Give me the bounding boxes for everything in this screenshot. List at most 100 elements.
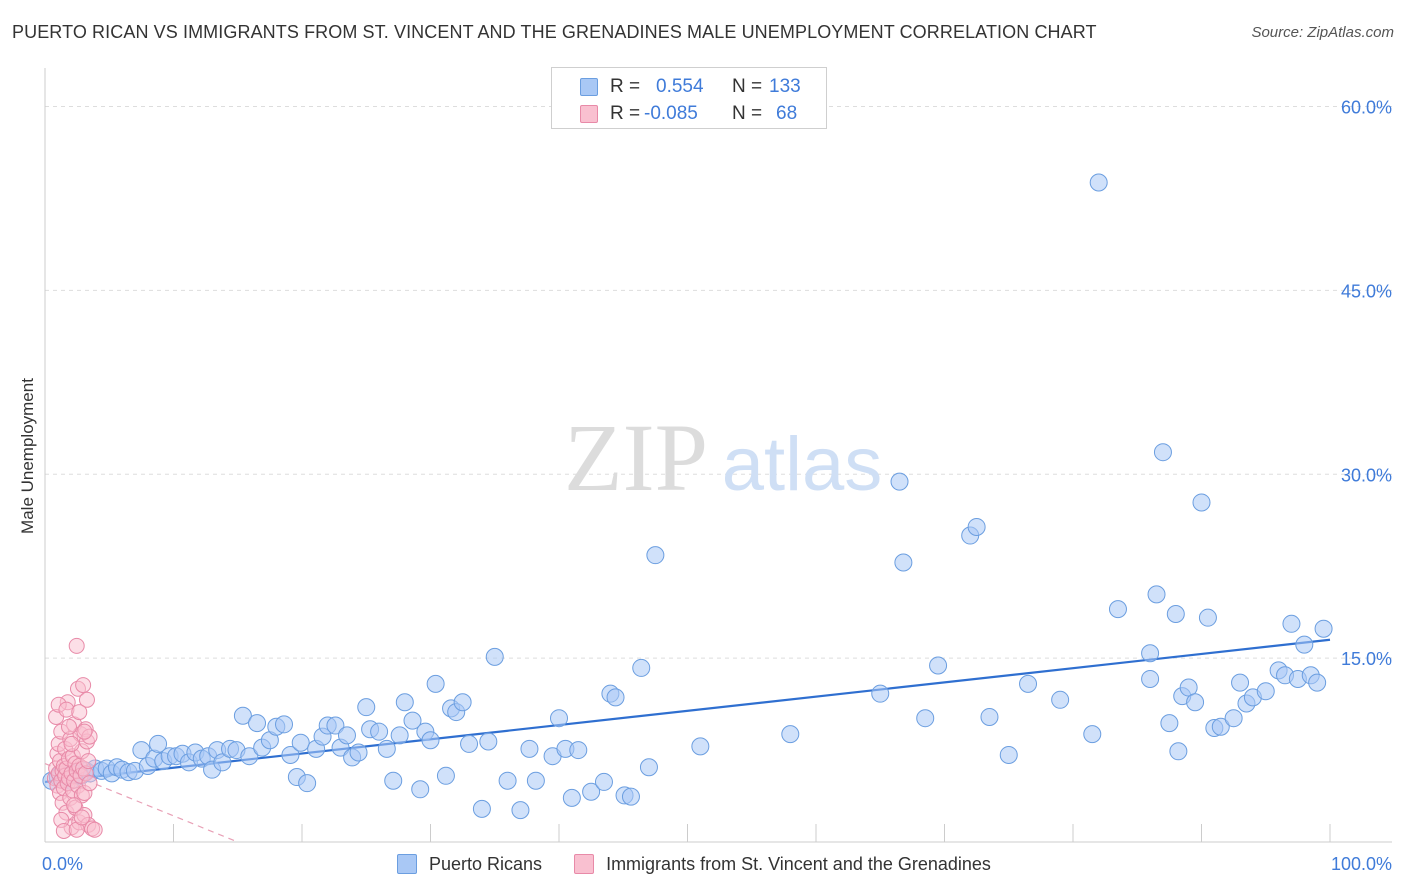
point-puerto-ricans bbox=[929, 656, 948, 675]
point-puerto-ricans bbox=[1147, 585, 1166, 604]
point-puerto-ricans bbox=[1141, 644, 1160, 663]
point-puerto-ricans bbox=[520, 739, 539, 758]
legend-r-value: -0.085 bbox=[644, 103, 698, 124]
point-puerto-ricans bbox=[1160, 714, 1179, 733]
point-puerto-ricans bbox=[349, 743, 368, 762]
legend-swatch-blue bbox=[580, 78, 598, 96]
point-puerto-ricans bbox=[395, 693, 414, 712]
point-immigrants bbox=[68, 637, 85, 654]
legend-label-puerto-ricans: Puerto Ricans bbox=[429, 853, 543, 874]
point-puerto-ricans bbox=[1153, 443, 1172, 462]
point-puerto-ricans bbox=[1089, 173, 1108, 192]
point-puerto-ricans bbox=[248, 714, 267, 733]
legend-r-value: 0.554 bbox=[656, 76, 704, 97]
point-puerto-ricans bbox=[1141, 669, 1160, 688]
point-puerto-ricans bbox=[281, 745, 300, 764]
point-puerto-ricans bbox=[326, 716, 345, 735]
point-puerto-ricans bbox=[890, 472, 909, 491]
legend-r-label: R = bbox=[610, 76, 641, 97]
legend-n-label: N = bbox=[732, 103, 763, 124]
point-puerto-ricans bbox=[370, 722, 389, 741]
point-puerto-ricans bbox=[498, 771, 517, 790]
point-puerto-ricans bbox=[1169, 742, 1188, 761]
point-puerto-ricans bbox=[1019, 674, 1038, 693]
point-puerto-ricans bbox=[436, 766, 455, 785]
point-puerto-ricans bbox=[511, 801, 530, 820]
point-puerto-ricans bbox=[967, 517, 986, 536]
point-puerto-ricans bbox=[411, 780, 430, 799]
point-puerto-ricans bbox=[1314, 619, 1333, 638]
point-puerto-ricans bbox=[291, 733, 310, 752]
point-puerto-ricans bbox=[639, 758, 658, 777]
point-puerto-ricans bbox=[1224, 709, 1243, 728]
legend-item-immigrants: Immigrants from St. Vincent and the Gren… bbox=[574, 854, 991, 875]
watermark: ZIP atlas bbox=[564, 404, 882, 511]
point-puerto-ricans bbox=[213, 753, 232, 772]
point-puerto-ricans bbox=[453, 693, 472, 712]
point-puerto-ricans bbox=[999, 745, 1018, 764]
point-puerto-ricans bbox=[421, 731, 440, 750]
source-label: Source: ZipAtlas.com bbox=[1251, 24, 1394, 41]
legend-swatch-pink bbox=[580, 105, 598, 123]
point-puerto-ricans bbox=[426, 674, 445, 693]
point-puerto-ricans bbox=[562, 788, 581, 807]
legend-n-value: 133 bbox=[769, 76, 801, 97]
point-puerto-ricans bbox=[1108, 600, 1127, 619]
legend-r-label: R = bbox=[610, 103, 641, 124]
point-puerto-ricans bbox=[1231, 673, 1250, 692]
point-puerto-ricans bbox=[980, 707, 999, 726]
point-puerto-ricans bbox=[582, 782, 601, 801]
point-immigrants bbox=[63, 735, 80, 752]
point-puerto-ricans bbox=[298, 774, 317, 793]
y-tick-label: 60.0% bbox=[1341, 98, 1392, 118]
legend-label-immigrants: Immigrants from St. Vincent and the Gren… bbox=[606, 853, 991, 874]
point-puerto-ricans bbox=[632, 658, 651, 677]
x-tick-label-min: 0.0% bbox=[42, 854, 83, 874]
point-puerto-ricans bbox=[781, 725, 800, 744]
point-puerto-ricans bbox=[240, 747, 259, 766]
grid-lines bbox=[45, 106, 1392, 659]
point-immigrants bbox=[78, 691, 95, 708]
point-immigrants bbox=[60, 718, 77, 735]
point-puerto-ricans bbox=[1256, 682, 1275, 701]
point-puerto-ricans bbox=[357, 698, 376, 717]
point-puerto-ricans bbox=[377, 739, 396, 758]
chart-title: PUERTO RICAN VS IMMIGRANTS FROM ST. VINC… bbox=[12, 22, 1097, 42]
point-puerto-ricans bbox=[1166, 605, 1185, 623]
point-puerto-ricans bbox=[1192, 493, 1211, 512]
point-immigrants bbox=[75, 677, 92, 694]
correlation-legend: R = 0.554 N = 133 R = -0.085 N = 68 bbox=[551, 67, 827, 129]
data-points bbox=[42, 173, 1333, 839]
point-immigrants bbox=[71, 704, 88, 721]
trend-lines bbox=[44, 638, 1331, 843]
point-puerto-ricans bbox=[594, 772, 613, 791]
legend-n-value: 68 bbox=[776, 103, 798, 124]
point-puerto-ricans bbox=[646, 546, 665, 565]
point-puerto-ricans bbox=[606, 688, 625, 707]
y-tick-label: 15.0% bbox=[1341, 649, 1392, 669]
y-tick-label: 30.0% bbox=[1341, 465, 1392, 485]
point-puerto-ricans bbox=[1308, 673, 1327, 692]
point-puerto-ricans bbox=[132, 741, 151, 760]
point-puerto-ricans bbox=[569, 741, 588, 760]
legend-n-label: N = bbox=[732, 76, 763, 97]
axes bbox=[44, 68, 1392, 843]
point-puerto-ricans bbox=[1198, 608, 1217, 627]
point-puerto-ricans bbox=[621, 787, 640, 806]
point-puerto-ricans bbox=[479, 732, 498, 751]
point-puerto-ricans bbox=[460, 734, 479, 753]
series-legend: Puerto Ricans Immigrants from St. Vincen… bbox=[397, 852, 1023, 876]
point-puerto-ricans bbox=[894, 553, 913, 572]
point-immigrants bbox=[80, 753, 97, 770]
point-immigrants bbox=[81, 775, 98, 792]
point-puerto-ricans bbox=[1295, 635, 1314, 654]
point-puerto-ricans bbox=[526, 771, 545, 790]
legend-item-puerto-ricans: Puerto Ricans bbox=[397, 854, 542, 875]
point-puerto-ricans bbox=[691, 737, 710, 756]
point-immigrants bbox=[73, 809, 90, 826]
point-puerto-ricans bbox=[916, 709, 935, 728]
point-puerto-ricans bbox=[1186, 693, 1205, 712]
point-immigrants bbox=[86, 821, 103, 838]
watermark-atlas: atlas bbox=[722, 422, 883, 507]
